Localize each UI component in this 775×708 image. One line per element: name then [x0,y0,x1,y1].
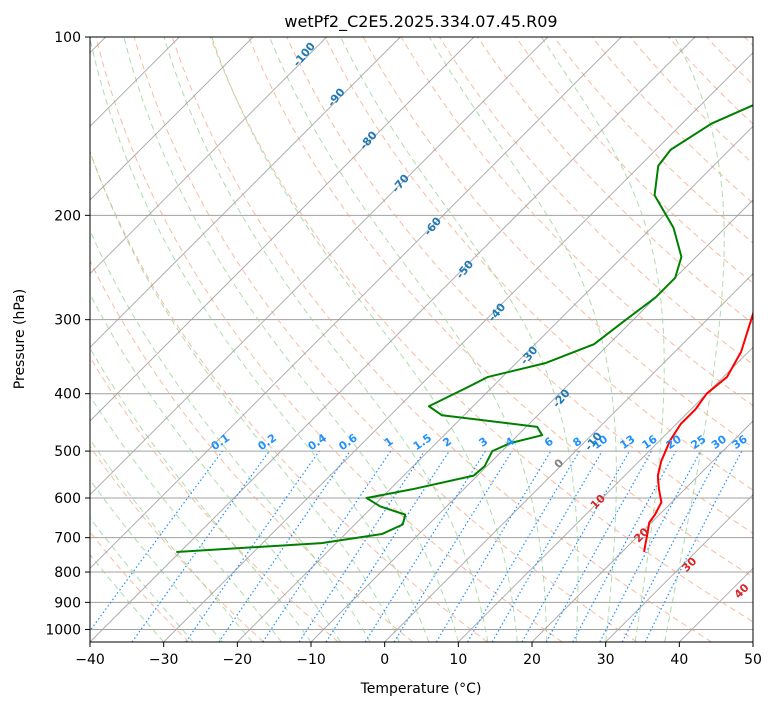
dry-adiabat [90,259,414,642]
y-tick-label: 300 [54,313,81,329]
y-tick-label: 1000 [45,622,81,638]
x-tick-label: 0 [380,652,389,668]
x-tick-label: −20 [223,652,253,668]
mixing-ratio-line [521,450,631,642]
x-tick-label: 30 [597,652,615,668]
isotherm-gridline [90,37,549,496]
moist-adiabat [90,292,341,642]
moist-adiabat [90,229,371,642]
isotherm-gridline [531,420,753,642]
moist-adiabat [90,149,400,642]
moist-adiabat [664,37,725,642]
moist-adiabat [269,37,548,642]
isotherm-gridline [90,37,475,422]
moist-adiabat [90,438,253,642]
dry-adiabat [171,37,712,642]
moist-adiabat [163,37,489,642]
isotherm-gridline [90,37,696,642]
dry-adiabat [133,37,638,642]
x-axis-label: Temperature (°C) [360,681,482,697]
dry-adiabat [515,37,753,284]
y-tick-label: 600 [54,491,81,507]
x-tick-label: 50 [744,652,762,668]
mixing-ratio-line [325,450,450,642]
mixing-ratio-line [262,450,392,642]
dry-adiabat [90,356,339,642]
moist-adiabat [540,37,665,642]
mixing-ratio-line [545,450,653,642]
moist-adiabat [340,37,579,642]
moist-adiabat [428,37,617,642]
isotherm-gridline [384,272,753,642]
y-tick-label: 100 [54,30,81,46]
isotherm-gridline [457,346,753,642]
moist-adiabat [90,553,165,642]
moist-adiabat [90,395,282,642]
mixing-ratio-line [131,450,270,642]
x-tick-label: −10 [296,652,326,668]
mixing-ratio-line [185,450,320,642]
chart-title: wetPf2_C2E5.2025.334.07.45.R09 [284,12,557,32]
x-tick-label: 10 [449,652,467,668]
dry-adiabat [248,37,753,578]
y-tick-label: 900 [54,595,81,611]
mixing-ratio-line [393,450,513,642]
mixing-ratio-line [90,450,223,632]
dewpoint-profile-line [176,104,753,553]
plot-frame [89,36,754,643]
dry-adiabat [90,445,264,642]
x-tick-label: 40 [670,652,688,668]
mixing-ratio-line [298,450,425,642]
y-tick-label: 500 [54,444,81,460]
mixing-ratio-line [644,450,743,642]
mixing-ratio-line [572,450,677,642]
isotherm-gridline [90,37,254,201]
x-tick-label: −40 [75,652,105,668]
dry-adiabat [286,37,753,534]
y-tick-label: 200 [54,208,81,224]
isotherm-gridline [163,51,753,642]
y-tick-label: 800 [54,565,81,581]
y-tick-label: 700 [54,531,81,547]
isotherm-gridline [90,37,328,275]
moist-adiabat [90,479,223,642]
y-axis-label: Pressure (hPa) [12,289,28,389]
moist-adiabat [123,37,459,642]
x-tick-label: −30 [149,652,179,668]
temperature-profile-line [643,310,753,553]
dry-adiabat [210,37,753,623]
moist-adiabat [90,517,194,642]
isotherm-gridline [90,37,622,570]
dry-adiabat [324,37,753,491]
isotherm-gridline [605,493,753,642]
dry-adiabat [95,37,563,642]
moist-adiabat [90,37,430,642]
moist-adiabat [211,37,518,642]
mixing-ratio-line [218,450,351,642]
x-tick-label: 20 [523,652,541,668]
isotherm-gridline [90,37,401,349]
isotherm-gridline [310,199,753,642]
y-tick-label: 400 [54,387,81,403]
